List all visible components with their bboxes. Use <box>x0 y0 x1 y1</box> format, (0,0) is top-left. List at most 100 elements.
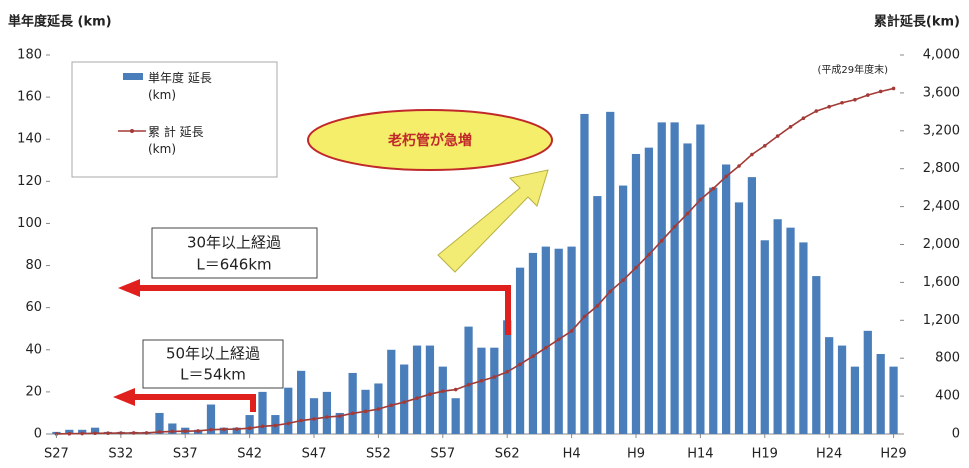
bar <box>206 404 216 434</box>
bar <box>799 242 808 434</box>
line-marker <box>312 417 316 421</box>
y2-tick-label: 2,400 <box>923 199 960 214</box>
line-marker <box>119 431 123 435</box>
annotation-box <box>142 339 284 389</box>
bar <box>606 111 615 434</box>
line-marker <box>866 93 870 97</box>
line-marker <box>350 411 355 416</box>
line-marker <box>556 337 561 342</box>
line-marker <box>247 426 252 431</box>
line-marker <box>209 427 213 432</box>
line-marker <box>466 382 471 387</box>
line-marker <box>492 375 497 379</box>
bar <box>425 345 435 434</box>
bar <box>503 320 512 434</box>
x-tick-label: H24 <box>816 447 842 462</box>
line-marker <box>698 197 703 202</box>
y2-tick-label: 1,600 <box>923 275 960 290</box>
bar <box>515 267 525 434</box>
bar <box>168 423 177 434</box>
legend-label: 単年度 延長(km) <box>148 71 212 102</box>
y-tick-label: 80 <box>25 258 42 273</box>
legend-swatch <box>130 129 134 133</box>
y-tick-label: 100 <box>17 216 42 231</box>
callout-ellipse <box>307 109 553 171</box>
line-marker <box>595 304 600 308</box>
line-marker <box>183 429 188 433</box>
bar <box>245 415 254 434</box>
line-marker <box>286 421 291 426</box>
bar <box>889 366 898 434</box>
line-marker <box>415 396 419 400</box>
bar <box>863 330 872 434</box>
line-marker <box>428 392 432 397</box>
line-marker <box>389 403 394 408</box>
y2-tick-label: 0 <box>952 427 960 442</box>
x-tick-label: S37 <box>173 447 198 462</box>
y-tick-label: 160 <box>17 90 42 105</box>
bar <box>477 347 486 434</box>
annotation-box <box>151 227 318 279</box>
y-tick-label: 40 <box>25 342 42 357</box>
x-tick-label: H9 <box>627 447 645 462</box>
bar <box>618 185 628 434</box>
line-marker <box>273 423 278 428</box>
line-marker <box>402 400 406 404</box>
line-marker <box>840 100 844 105</box>
line-marker <box>608 289 613 294</box>
y-tick-label: 180 <box>17 48 42 63</box>
bar <box>412 345 422 434</box>
bar <box>400 364 409 434</box>
y2-tick-label: 3,600 <box>923 85 960 100</box>
line-marker <box>827 104 831 109</box>
bar <box>284 387 293 434</box>
line-marker <box>518 362 522 367</box>
bar <box>734 202 744 434</box>
bar <box>438 366 447 434</box>
line-marker <box>878 89 883 94</box>
line-marker <box>376 407 381 411</box>
bar <box>387 349 396 434</box>
line <box>56 87 894 435</box>
line-marker <box>762 143 767 148</box>
line-marker <box>647 252 651 257</box>
y2-tick-label: 2,000 <box>923 237 960 252</box>
x-tick-label: S27 <box>44 447 69 462</box>
x-tick-label: S42 <box>237 447 262 462</box>
line-marker <box>54 432 59 436</box>
line-marker <box>441 389 445 393</box>
bar <box>670 122 679 434</box>
red-arrow <box>130 394 256 412</box>
line-marker <box>479 379 484 383</box>
line-marker <box>634 265 638 270</box>
line-marker <box>196 429 200 433</box>
line-marker <box>299 418 303 423</box>
bar <box>451 398 460 434</box>
y-tick-label: 0 <box>34 427 42 442</box>
bar <box>657 122 666 434</box>
line-marker <box>453 387 458 392</box>
line-marker <box>234 427 239 431</box>
annotation: L＝54km <box>180 366 246 384</box>
bar <box>760 240 769 434</box>
x-tick-label: S62 <box>495 447 520 462</box>
line-marker <box>814 109 819 113</box>
line-marker <box>569 329 574 333</box>
line-marker <box>737 164 741 168</box>
y-tick-label: 140 <box>17 132 42 147</box>
line-marker <box>363 409 368 414</box>
bar <box>825 337 834 434</box>
line-marker <box>67 431 72 436</box>
line-marker <box>801 116 806 120</box>
annotation: L＝646km <box>196 256 271 274</box>
bar <box>528 252 538 434</box>
yellow-arrow <box>437 169 549 273</box>
bar <box>490 347 499 434</box>
bar <box>786 227 795 434</box>
bar <box>747 177 757 434</box>
bar <box>155 412 164 434</box>
bar <box>258 391 267 434</box>
bar <box>322 391 332 434</box>
bar <box>850 366 860 434</box>
